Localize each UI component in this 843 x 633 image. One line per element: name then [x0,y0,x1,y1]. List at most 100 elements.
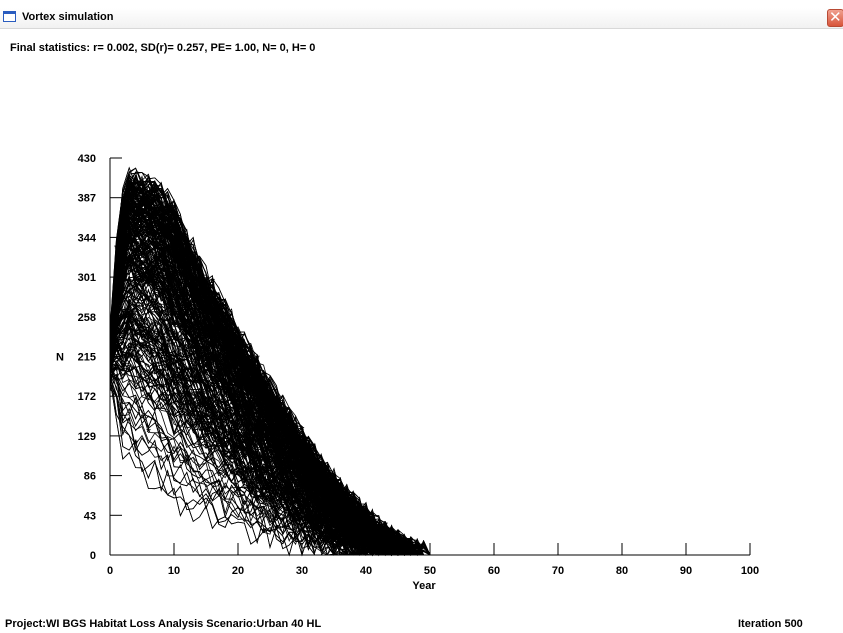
iteration-counter: Iteration 500 [738,618,803,630]
extinction-marker: * [287,451,292,463]
extinction-marker: * [210,419,215,431]
y-tick-label: 172 [78,391,96,403]
extinction-marker: * [191,344,196,356]
extinction-marker: * [140,227,145,239]
extinction-marker: * [274,422,279,434]
extinction-marker: * [210,404,215,416]
extinction-marker: * [204,368,209,380]
extinction-marker: * [268,477,273,489]
trajectory-line [109,167,431,556]
trajectory-line [109,272,411,556]
extinction-marker: * [249,420,254,432]
extinction-marker: * [178,248,183,260]
extinction-marker: * [166,337,171,349]
x-tick-label: 100 [741,565,759,577]
extinction-marker: * [338,534,343,546]
extinction-marker: * [313,496,318,508]
extinction-marker: * [255,457,260,469]
trajectory-line [109,282,399,556]
extinction-marker: * [306,470,311,482]
population-trajectory-chart: * * * * * * * * * * * * * * * * * * * * * * * * * * * * * * * * * * * * * * * *… [56,153,759,592]
x-axis-label: Year [412,580,436,592]
extinction-marker: * [185,375,190,387]
extinction-marker: * [153,253,158,265]
trajectory-line [109,226,418,556]
y-tick-label: 129 [78,431,96,443]
title-bar[interactable]: Vortex simulation ✕ [0,8,843,29]
extinction-marker: * [191,344,196,356]
extinction-marker: * [114,318,119,330]
extinction-marker: * [223,417,228,429]
trajectory-line [109,325,392,556]
trajectory-line [109,216,418,556]
extinction-marker: * [274,503,279,515]
x-tick-label: 80 [616,565,628,577]
y-tick-label: 430 [78,153,96,165]
extinction-marker: * [146,331,151,343]
y-tick-label: 258 [78,312,96,324]
trajectory-line [109,388,360,556]
x-tick-label: 90 [680,565,692,577]
extinction-marker: * [166,372,171,384]
extinction-marker: * [191,255,196,267]
trajectory-line [109,371,354,556]
extinction-marker: * [127,220,132,232]
close-button[interactable]: ✕ [827,9,843,27]
extinction-marker: * [146,223,151,235]
extinction-marker: * [191,326,196,338]
extinction-marker: * [281,411,286,423]
extinction-marker: * [255,473,260,485]
trajectory-line [109,376,360,556]
x-tick-label: 50 [424,565,436,577]
extinction-marker: * [274,421,279,433]
x-tick-label: 10 [168,565,180,577]
trajectory-line [109,260,405,556]
extinction-marker: * [281,515,286,527]
extinction-marker: * [294,438,299,450]
trajectory-line [109,181,431,556]
extinction-marker: * [242,474,247,486]
extinction-marker: * [140,276,145,288]
y-tick-label: 0 [90,550,96,562]
extinction-marker: * [255,457,260,469]
y-tick-label: 215 [78,352,96,364]
extinction-marker: * [223,341,228,353]
extinction-marker: * [114,344,119,356]
extinction-marker: * [191,406,196,418]
final-statistics-text: Final statistics: r= 0.002, SD(r)= 0.257… [10,42,316,54]
extinction-marker: * [114,319,119,331]
extinction-marker: * [268,485,273,497]
extinction-marker: * [236,443,241,455]
x-tick-label: 40 [360,565,372,577]
trajectory-line [109,384,354,556]
x-tick-label: 70 [552,565,564,577]
extinction-marker: * [191,334,196,346]
x-tick-label: 0 [107,565,113,577]
extinction-marker: * [249,479,254,491]
x-tick-label: 20 [232,565,244,577]
extinction-marker: * [146,427,151,439]
extinction-marker: * [204,411,209,423]
trajectory-line [109,379,360,556]
extinction-marker: * [262,527,267,539]
extinction-marker: * [146,239,151,251]
extinction-marker: * [274,510,279,522]
trajectory-line [109,318,386,556]
plot-area: * * * * * * * * * * * * * * * * * * * * * * * * * * * * * * * * * * * * * * * *… [109,166,431,561]
extinction-marker: * [185,323,190,335]
trajectory-line [109,338,379,556]
trajectory-line [109,320,399,556]
window-icon [3,11,16,22]
extinction-marker: * [230,328,235,340]
y-tick-label: 301 [78,272,96,284]
extinction-marker: * [210,331,215,343]
extinction-marker: * [185,323,190,335]
extinction-marker: * [127,205,132,217]
trajectory-line [109,241,412,556]
trajectory-line [109,365,367,556]
extinction-marker: * [274,510,279,522]
extinction-marker: * [140,259,145,271]
trajectory-line [109,216,424,556]
y-axis-label: N [56,352,64,364]
